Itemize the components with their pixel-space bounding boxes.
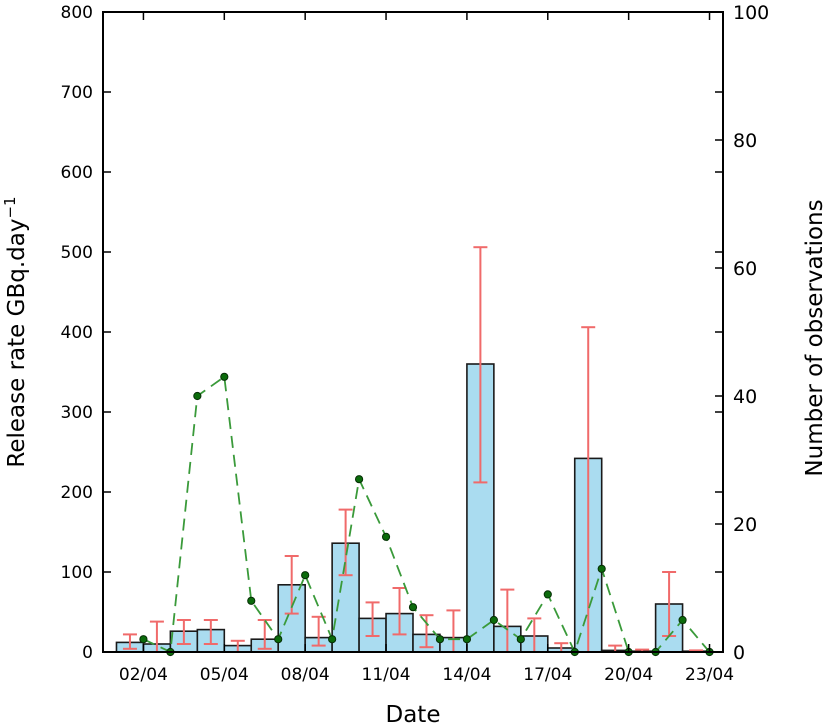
y2-tick-label: 100 xyxy=(733,2,769,24)
observation-point xyxy=(678,615,687,625)
observation-point xyxy=(516,635,525,644)
observation-point xyxy=(301,571,310,580)
error-bar xyxy=(122,633,137,650)
error-bars-layer xyxy=(122,246,704,653)
ticks-layer: 0 100 200 300 400 500 600 700 800 0 20 40 60 80 100 02/… xyxy=(61,2,770,685)
y-tick-label: 0 xyxy=(82,643,93,663)
observation-point xyxy=(597,564,606,573)
y2-tick-label: 40 xyxy=(733,386,757,408)
x-tick-label: 11/04 xyxy=(362,665,411,685)
y2-tick-label: 0 xyxy=(733,642,745,664)
y-tick-label: 700 xyxy=(61,83,93,103)
observation-point xyxy=(435,635,445,644)
observation-point xyxy=(193,391,202,401)
y-axis-title-superscript: −1 xyxy=(1,196,19,218)
observation-point xyxy=(462,635,472,644)
observation-point xyxy=(247,596,256,605)
observation-point xyxy=(274,635,283,644)
y2-tick-label: 80 xyxy=(733,130,757,152)
error-bar xyxy=(284,555,299,615)
observation-point xyxy=(381,532,391,541)
observation-point xyxy=(408,603,418,612)
observation-point xyxy=(139,635,148,644)
y2-tick-label: 20 xyxy=(733,514,757,536)
observation-point xyxy=(328,635,337,644)
observations-line xyxy=(143,375,711,655)
error-bar xyxy=(176,619,191,645)
error-bar xyxy=(392,587,407,636)
x-tick-label: 20/04 xyxy=(604,665,653,685)
x-tick-label: 05/04 xyxy=(200,665,249,685)
error-bar xyxy=(257,619,272,650)
y-tick-label: 800 xyxy=(61,3,93,23)
y-tick-label: 200 xyxy=(61,483,93,503)
observations-layer xyxy=(139,372,714,657)
y2-axis-title: Number of observations xyxy=(802,199,828,476)
error-bar xyxy=(419,614,434,649)
y-axis-title-text: Release rate GBq.day xyxy=(4,219,30,468)
observation-point xyxy=(220,372,229,381)
error-bar xyxy=(473,246,488,484)
x-tick-label: 02/04 xyxy=(119,665,168,685)
y-tick-label: 500 xyxy=(61,243,93,263)
y-tick-label: 100 xyxy=(61,563,93,583)
observation-point xyxy=(543,590,552,599)
error-bar xyxy=(203,619,218,645)
error-bar xyxy=(365,601,380,637)
y-tick-label: 300 xyxy=(61,403,93,423)
y2-tick-label: 60 xyxy=(733,258,757,280)
y-tick-label: 400 xyxy=(61,323,93,343)
y-tick-label: 600 xyxy=(61,163,93,183)
x-tick-label: 08/04 xyxy=(281,665,330,685)
x-axis-title: Date xyxy=(386,702,441,727)
x-tick-label: 17/04 xyxy=(523,665,572,685)
x-tick-label: 23/04 xyxy=(685,665,734,685)
observation-point xyxy=(354,475,364,484)
bar xyxy=(331,542,360,653)
x-tick-label: 14/04 xyxy=(442,665,491,685)
y-axis-title: Release rate GBq.day−1 xyxy=(1,196,30,467)
observation-point xyxy=(489,615,498,625)
